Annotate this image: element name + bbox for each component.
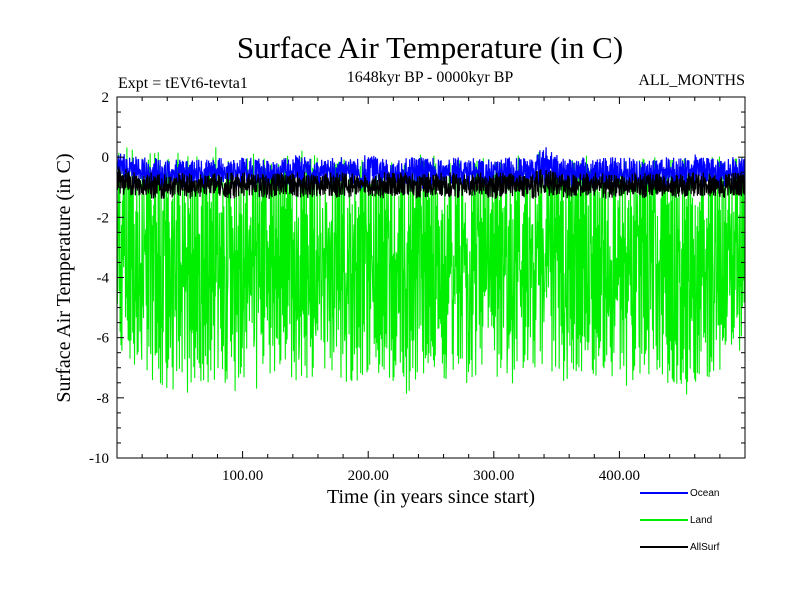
months-label: ALL_MONTHS <box>638 72 745 89</box>
x-axis-label: Time (in years since start) <box>327 486 535 508</box>
series-land-line <box>116 147 746 395</box>
series-allsurf-line <box>116 166 746 199</box>
legend-label-ocean: Ocean <box>690 488 719 499</box>
axis-ticks: -10 -8 -6 -4 -2 0 2 100.00 200.00 300.00 400.00 <box>89 90 745 484</box>
chart-subtitle: 1648kyr BP - 0000kyr BP <box>347 69 514 86</box>
y-tick-label: -8 <box>97 391 110 407</box>
x-tick-label: 400.00 <box>599 468 640 484</box>
legend: Ocean Land AllSurf <box>640 488 720 553</box>
plot-area <box>116 147 746 395</box>
y-axis-label: Surface Air Temperature (in C) <box>53 153 75 402</box>
x-tick-label: 300.00 <box>473 468 514 484</box>
legend-label-land: Land <box>690 515 712 526</box>
x-tick-label: 200.00 <box>348 468 389 484</box>
y-tick-label: 0 <box>102 150 110 166</box>
chart-title: Surface Air Temperature (in C) <box>237 30 623 65</box>
y-tick-label: 2 <box>102 90 110 106</box>
x-tick-label: 100.00 <box>222 468 263 484</box>
y-tick-label: -2 <box>97 210 110 226</box>
legend-label-allsurf: AllSurf <box>690 542 720 553</box>
experiment-label: Expt = tEVt6-tevta1 <box>118 75 248 92</box>
y-tick-label: -4 <box>97 271 110 287</box>
y-tick-label: -10 <box>89 451 109 467</box>
y-tick-label: -6 <box>97 331 110 347</box>
